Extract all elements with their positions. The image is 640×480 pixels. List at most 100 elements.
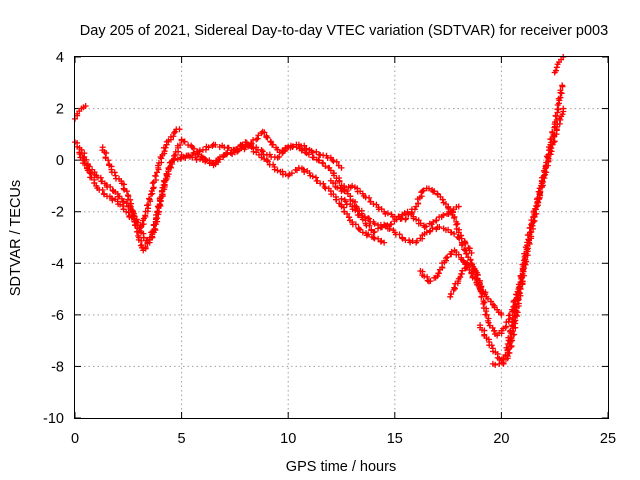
data-point [507, 343, 514, 350]
x-axis-label: GPS time / hours [286, 459, 396, 475]
data-point [411, 206, 418, 213]
data-point [304, 167, 311, 174]
data-point [190, 145, 197, 152]
data-point [378, 206, 385, 213]
data-point [320, 180, 327, 187]
data-point [492, 331, 499, 338]
data-point [436, 214, 443, 221]
data-point [248, 140, 255, 147]
data-point [514, 294, 521, 301]
data-point [553, 64, 560, 71]
data-point [439, 196, 446, 203]
data-point [149, 190, 156, 197]
data-point [197, 156, 204, 163]
data-point [511, 331, 518, 338]
data-point [559, 83, 566, 90]
data-point [140, 221, 147, 228]
data-point [456, 235, 463, 242]
data-point [329, 157, 336, 164]
data-point [154, 215, 161, 222]
data-point [315, 151, 322, 158]
data-point [149, 233, 156, 240]
x-tick-label: 10 [280, 431, 296, 447]
data-point [312, 174, 319, 181]
data-point [384, 210, 391, 217]
data-point [526, 224, 533, 231]
data-point [503, 344, 510, 351]
data-point [325, 185, 332, 192]
y-tick-label: -8 [51, 359, 64, 375]
data-point [358, 214, 365, 221]
data-point [378, 224, 385, 231]
plot-frame [74, 56, 609, 419]
data-point [401, 210, 408, 217]
data-point [522, 256, 529, 263]
data-point [547, 151, 554, 158]
data-point [274, 146, 281, 153]
data-point [330, 158, 337, 165]
data-point [458, 256, 465, 263]
data-point [440, 212, 447, 219]
data-point [91, 179, 98, 186]
data-point [399, 235, 406, 242]
data-point [516, 285, 523, 292]
data-point [378, 237, 385, 244]
data-point [313, 148, 320, 155]
y-axis-label: SDTVAR / TECUs [8, 180, 24, 296]
data-point [454, 220, 461, 227]
data-point [177, 141, 184, 148]
data-point [177, 155, 184, 162]
data-point [219, 142, 226, 149]
data-point [560, 108, 567, 115]
data-point [82, 102, 89, 109]
data-point [132, 222, 139, 229]
data-point [259, 148, 266, 155]
data-point [188, 142, 195, 149]
data-point [146, 195, 153, 202]
data-point [234, 148, 241, 155]
data-point [386, 225, 393, 232]
series-track-f [327, 177, 475, 256]
x-tick-label: 5 [178, 431, 186, 447]
data-point [270, 141, 277, 148]
data-point [171, 129, 178, 136]
data-point [152, 227, 159, 234]
data-point [435, 270, 442, 277]
data-point [554, 102, 561, 109]
data-point [213, 157, 220, 164]
data-point [173, 126, 180, 133]
data-point [99, 187, 106, 194]
data-point [91, 171, 98, 178]
data-point [341, 186, 348, 193]
data-point [366, 194, 373, 201]
data-point [518, 278, 525, 285]
data-point [498, 310, 505, 317]
data-point [335, 162, 342, 169]
data-point [105, 157, 112, 164]
data-point [402, 215, 409, 222]
data-point [530, 208, 537, 215]
data-point [557, 87, 564, 94]
data-point [480, 300, 487, 307]
data-point [153, 211, 160, 218]
data-point [396, 231, 403, 238]
data-point [162, 177, 169, 184]
data-point [432, 274, 439, 281]
data-point [250, 148, 257, 155]
data-point [161, 181, 168, 188]
data-point [491, 327, 498, 334]
data-point [293, 144, 300, 151]
data-point [267, 138, 274, 145]
data-point [531, 213, 538, 220]
data-point [152, 172, 159, 179]
data-point [225, 144, 232, 151]
data-point [445, 205, 452, 212]
data-point [305, 151, 312, 158]
data-point [294, 167, 301, 174]
data-point [83, 165, 90, 172]
data-point [366, 215, 373, 222]
data-point [155, 162, 162, 169]
data-point [316, 157, 323, 164]
data-point [371, 228, 378, 235]
data-point [507, 334, 514, 341]
